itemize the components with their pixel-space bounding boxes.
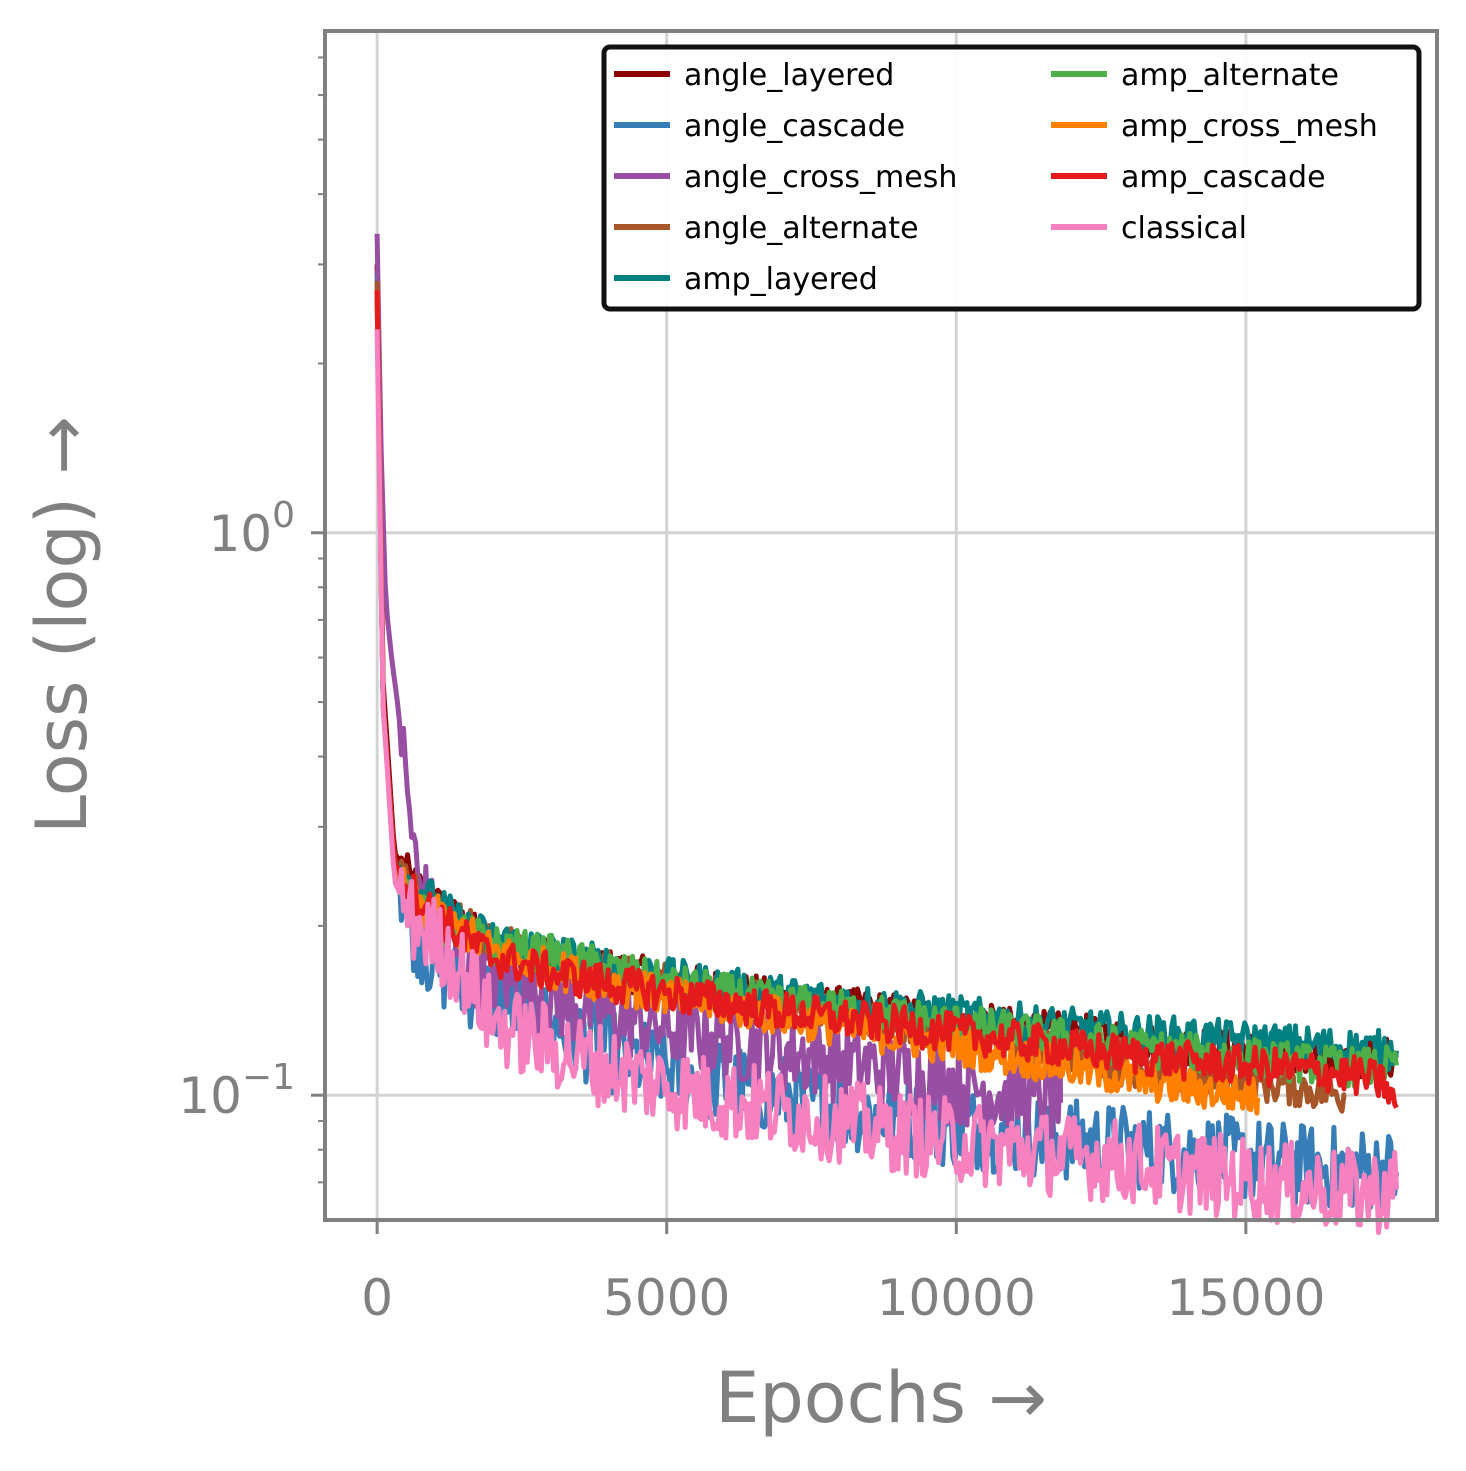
legend-label-amp_cross_mesh: amp_cross_mesh <box>1121 109 1378 144</box>
y-tick-label-exponent-1: 0 <box>272 495 295 536</box>
series-line-classical <box>374 329 1399 1236</box>
legend-label-amp_layered: amp_layered <box>684 262 878 297</box>
legend-label-angle_cross_mesh: angle_cross_mesh <box>684 160 957 195</box>
series-lines <box>374 233 1399 1236</box>
legend-label-angle_alternate: angle_alternate <box>684 211 919 246</box>
y-axis-label: Loss (log) → <box>21 416 103 834</box>
legend-label-classical: classical <box>1121 211 1247 246</box>
legend-label-angle_cascade: angle_cascade <box>684 109 905 144</box>
x-axis-ticks: 0 5000 10000 15000 <box>361 1220 1325 1327</box>
y-minor-ticks <box>318 56 325 1184</box>
x-tick-label-3: 15000 <box>1166 1269 1325 1327</box>
legend: angle_layered angle_cascade angle_cross_me… <box>601 44 1422 312</box>
legend-label-amp_alternate: amp_alternate <box>1121 58 1339 93</box>
y-tick-label-base-0: 10 <box>178 1067 242 1125</box>
y-tick-label-exponent-0: −1 <box>242 1057 295 1098</box>
y-tick-label-base-1: 10 <box>208 505 272 563</box>
legend-box <box>601 44 1422 312</box>
legend-label-amp_cascade: amp_cascade <box>1121 160 1326 195</box>
y-tick-label-0: 10−1 <box>178 1057 295 1125</box>
legend-label-angle_layered: angle_layered <box>684 58 894 93</box>
x-tick-label-2: 10000 <box>877 1269 1036 1327</box>
y-tick-label-1: 100 <box>208 495 295 563</box>
x-axis-label: Epochs → <box>715 1357 1047 1439</box>
x-tick-label-0: 0 <box>361 1269 393 1327</box>
series-line-amp_cascade <box>374 290 1399 1109</box>
x-tick-label-1: 5000 <box>603 1269 730 1327</box>
plot-frame <box>323 29 1439 1222</box>
